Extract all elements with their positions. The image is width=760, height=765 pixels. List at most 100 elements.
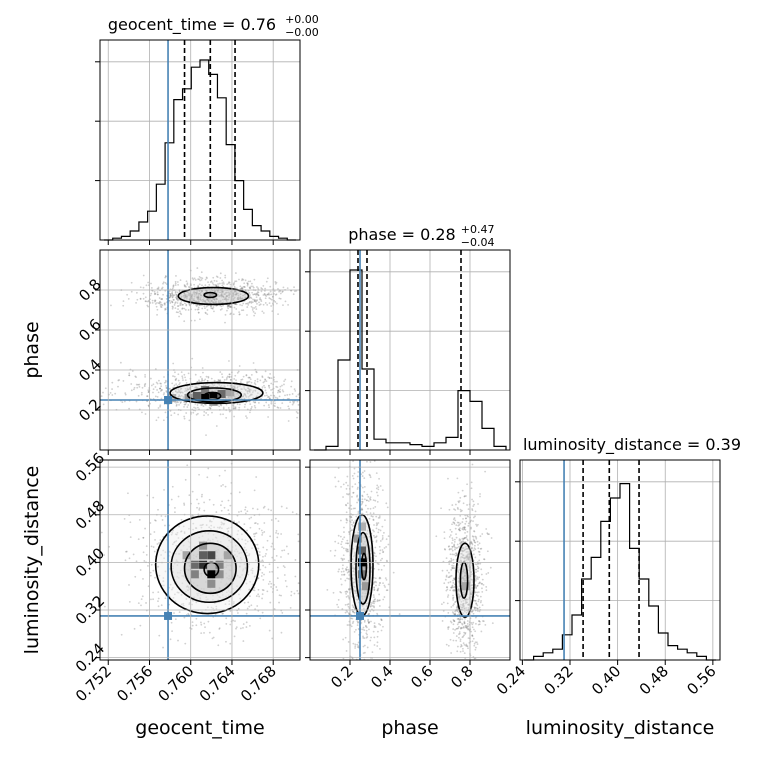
scatter-point xyxy=(367,620,369,622)
scatter-point xyxy=(464,541,467,543)
scatter-point xyxy=(355,598,358,601)
panel-title-sub-phase: −0.04 xyxy=(461,236,495,249)
scatter-point xyxy=(385,538,388,541)
scatter-point xyxy=(171,305,174,308)
scatter-point xyxy=(467,508,470,511)
scatter-point xyxy=(184,308,187,311)
scatter-point xyxy=(239,576,242,578)
scatter-point xyxy=(192,299,195,301)
scatter-point xyxy=(346,475,349,478)
scatter-point xyxy=(460,552,462,555)
scatter-point xyxy=(218,301,221,304)
scatter-point xyxy=(172,362,175,365)
scatter-point xyxy=(173,541,175,544)
scatter-point xyxy=(455,552,458,555)
scatter-point xyxy=(345,518,348,521)
scatter-point xyxy=(180,300,183,303)
scatter-point xyxy=(210,520,213,523)
scatter-point xyxy=(211,298,214,300)
scatter-point xyxy=(246,540,249,543)
scatter-point xyxy=(448,563,451,565)
scatter-point xyxy=(452,619,455,621)
scatter-point xyxy=(262,578,265,581)
scatter-point xyxy=(203,305,206,307)
scatter-point xyxy=(228,281,230,284)
scatter-point xyxy=(218,596,221,598)
scatter-point xyxy=(152,388,155,391)
scatter-point xyxy=(476,595,479,597)
scatter-point xyxy=(368,612,371,615)
scatter-point xyxy=(213,294,216,297)
scatter-point xyxy=(256,522,259,525)
scatter-point xyxy=(307,392,309,394)
scatter-point xyxy=(264,294,267,297)
scatter-point xyxy=(254,379,257,382)
scatter-point xyxy=(228,569,231,572)
scatter-point xyxy=(247,280,250,283)
scatter-point xyxy=(193,406,195,409)
scatter-point xyxy=(284,580,287,582)
scatter-point xyxy=(252,293,255,296)
scatter-point xyxy=(476,584,479,587)
scatter-point xyxy=(174,390,177,393)
scatter-point xyxy=(356,643,359,646)
scatter-point xyxy=(194,279,197,281)
scatter-point xyxy=(477,562,480,565)
scatter-point xyxy=(353,589,356,592)
scatter-point xyxy=(463,580,466,582)
scatter-point xyxy=(155,305,158,308)
scatter-point xyxy=(363,629,366,632)
scatter-point xyxy=(365,580,367,582)
scatter-point xyxy=(187,372,190,375)
scatter-point xyxy=(464,579,466,582)
scatter-point xyxy=(227,304,230,307)
scatter-point xyxy=(154,292,156,295)
scatter-point xyxy=(210,524,213,527)
scatter-point xyxy=(342,547,345,550)
scatter-point xyxy=(356,681,358,683)
scatter-point xyxy=(345,568,348,571)
scatter-point xyxy=(270,545,273,548)
scatter-point xyxy=(195,555,198,558)
scatter-point xyxy=(191,603,193,606)
scatter-point xyxy=(228,600,231,603)
scatter-point xyxy=(383,584,386,587)
scatter-point xyxy=(201,277,204,280)
scatter-point xyxy=(225,295,228,298)
scatter-point xyxy=(216,276,219,279)
scatter-point xyxy=(340,583,343,586)
scatter-point xyxy=(459,508,462,511)
scatter-point xyxy=(200,524,203,527)
scatter-point xyxy=(215,275,218,278)
scatter-point xyxy=(229,564,232,567)
scatter-point xyxy=(476,585,479,587)
scatter-point xyxy=(473,606,476,609)
scatter-point xyxy=(187,586,190,589)
scatter-point xyxy=(195,292,198,295)
scatter-point xyxy=(238,491,241,494)
scatter-point xyxy=(199,296,202,299)
scatter-point xyxy=(249,526,252,529)
scatter-point xyxy=(475,587,477,590)
scatter-point xyxy=(216,526,219,529)
scatter-point xyxy=(214,284,217,286)
scatter-point xyxy=(351,495,353,498)
scatter-point xyxy=(238,511,240,513)
scatter-point xyxy=(472,612,475,615)
scatter-point xyxy=(275,293,278,296)
scatter-point xyxy=(348,596,350,599)
scatter-point xyxy=(467,515,469,518)
scatter-point xyxy=(201,290,204,293)
scatter-point xyxy=(445,589,448,592)
scatter-point xyxy=(243,387,246,390)
scatter-point xyxy=(186,295,189,298)
scatter-point xyxy=(486,550,489,553)
scatter-point xyxy=(380,619,383,621)
scatter-point xyxy=(141,386,144,389)
scatter-point xyxy=(207,467,210,470)
scatter-point xyxy=(229,569,232,572)
scatter-point xyxy=(241,287,244,290)
scatter-point xyxy=(203,410,206,413)
scatter-point xyxy=(210,299,213,302)
scatter-point xyxy=(273,299,276,302)
